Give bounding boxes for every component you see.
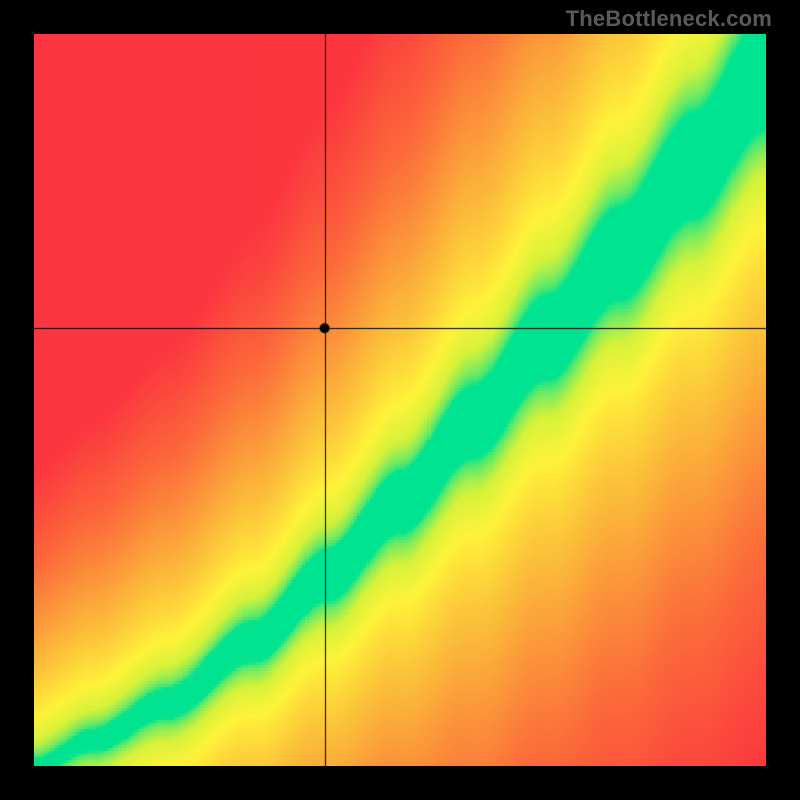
bottleneck-heatmap bbox=[34, 34, 766, 766]
watermark-text: TheBottleneck.com bbox=[566, 6, 772, 32]
